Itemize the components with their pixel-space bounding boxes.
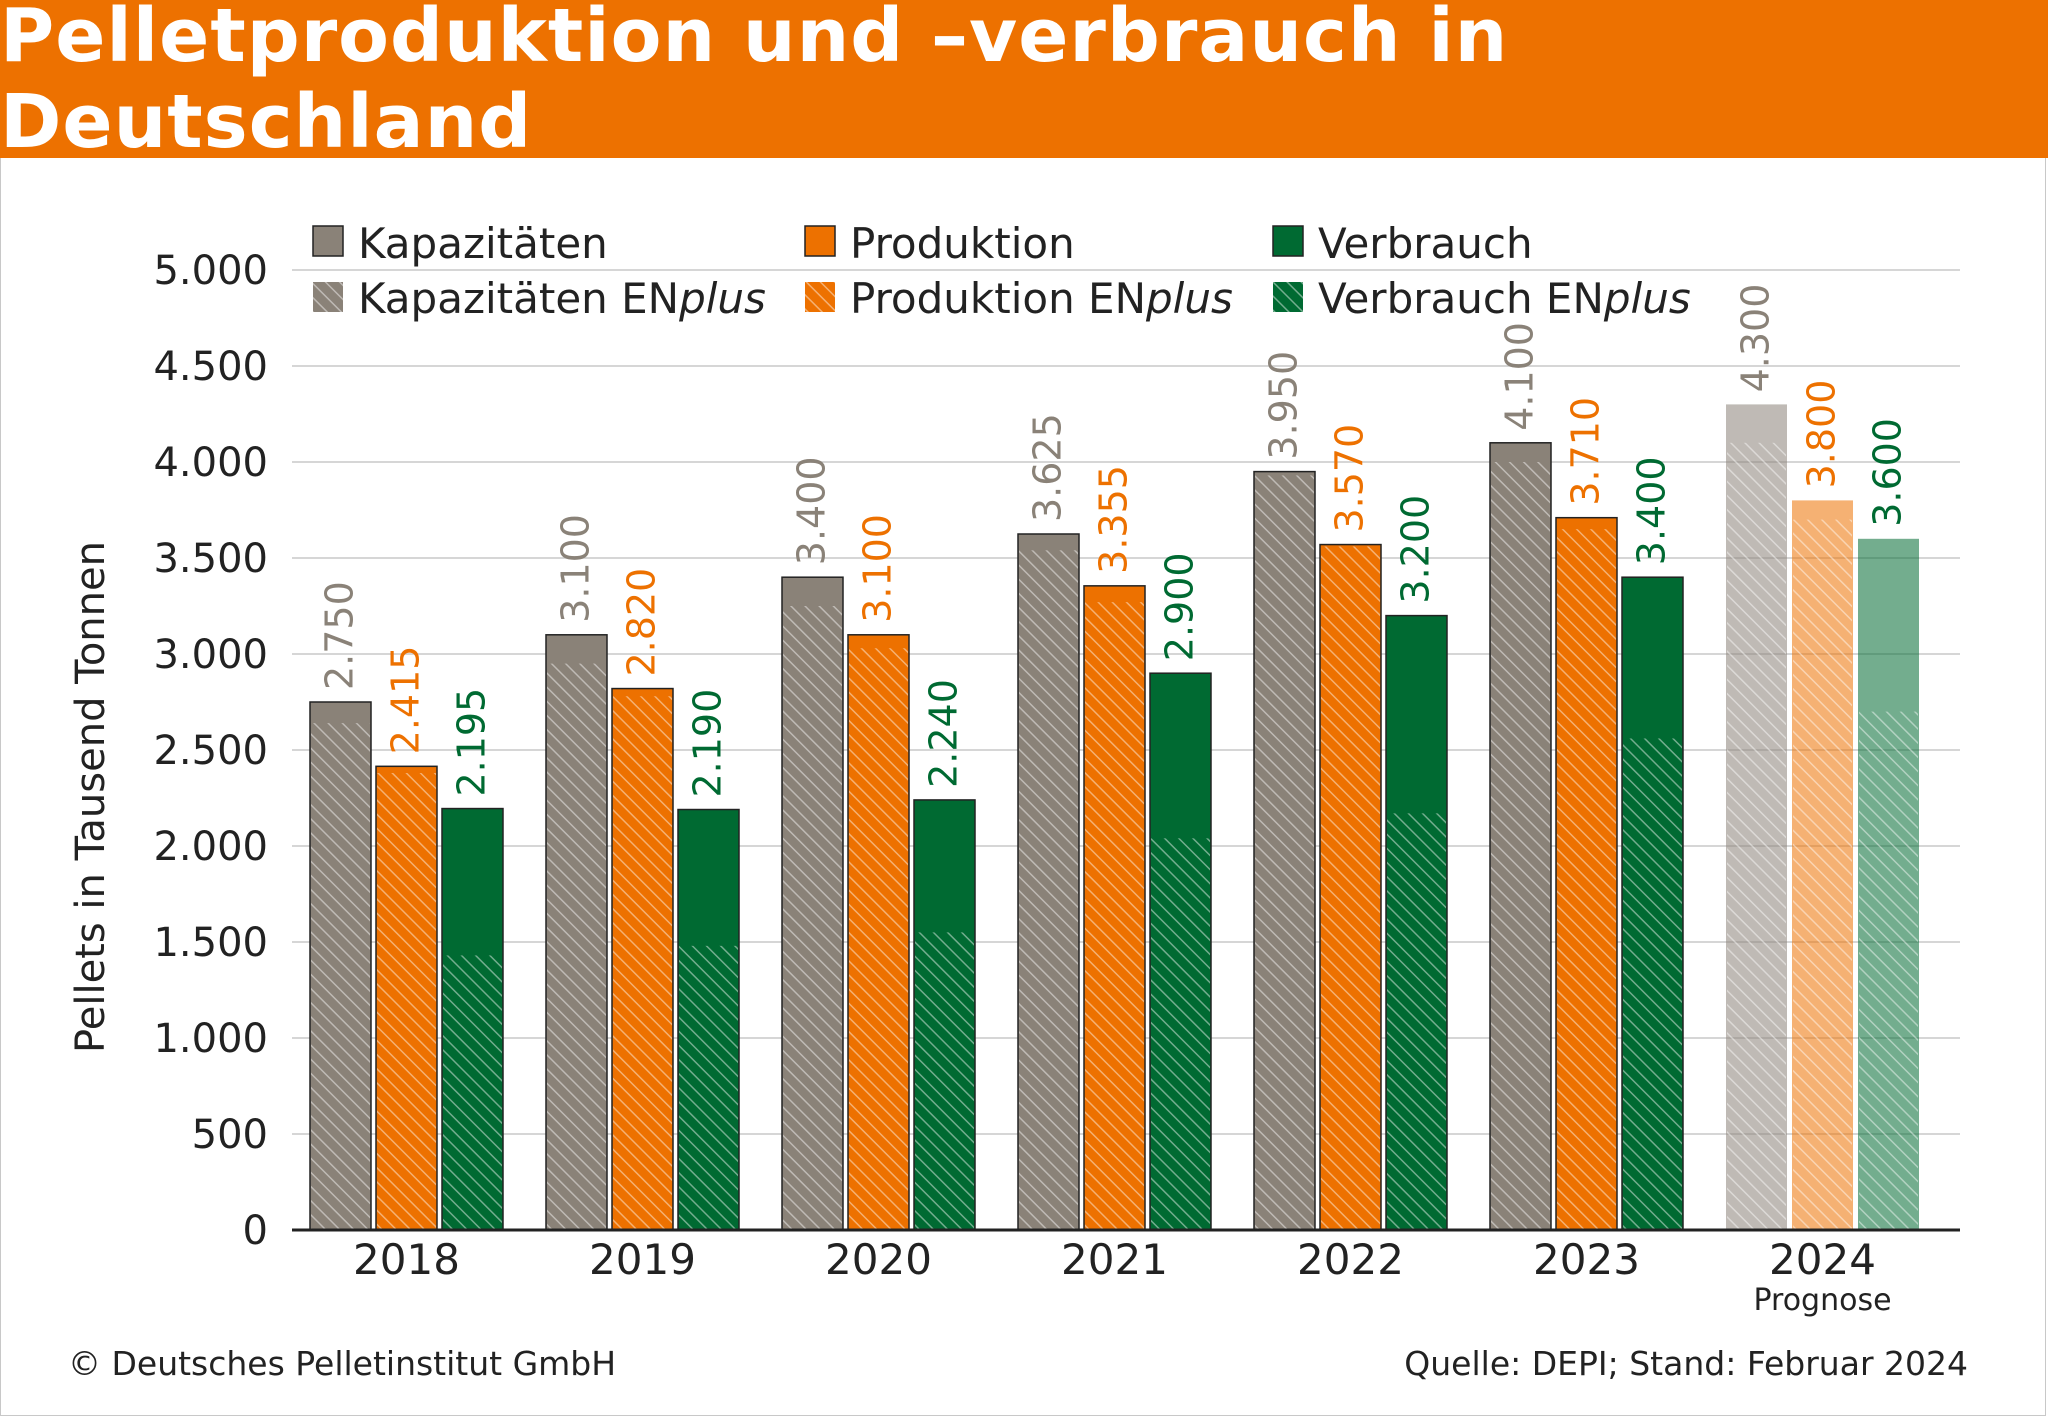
legend-swatch-hatch (313, 282, 343, 312)
bar-enplus-verbrauch-2019 (679, 945, 738, 1230)
y-tick-label: 500 (192, 1112, 268, 1158)
bar-enplus-kapazitäten-2018 (311, 723, 370, 1230)
y-tick-label: 1.500 (153, 920, 268, 966)
data-label: 2.820 (620, 568, 664, 677)
bar-enplus-produktion-2020 (849, 648, 908, 1230)
y-tick-label: 3.000 (153, 632, 268, 678)
bar-enplus-verbrauch-2024 (1859, 711, 1918, 1230)
legend-label: Kapazitäten (358, 219, 608, 268)
data-label: 2.195 (450, 688, 494, 797)
y-axis-label: Pellets in Tausend Tonnen (68, 541, 114, 1053)
bar-enplus-kapazitäten-2024 (1727, 442, 1786, 1230)
x-tick-label: 2018 (353, 1235, 460, 1284)
bar-enplus-verbrauch-2021 (1151, 838, 1210, 1230)
data-label: 3.800 (1800, 380, 1844, 489)
legend-swatch-hatch (805, 282, 835, 312)
bar-enplus-produktion-2023 (1557, 529, 1616, 1230)
legend-swatch-hatch (1273, 282, 1303, 312)
data-label: 2.415 (384, 646, 428, 755)
bar-enplus-verbrauch-2018 (443, 955, 502, 1230)
copyright-text: © Deutsches Pelletinstitut GmbH (68, 1344, 617, 1383)
data-label: 3.950 (1262, 351, 1306, 460)
bar-enplus-produktion-2022 (1321, 546, 1380, 1230)
legend-swatch-verbrauch (1272, 225, 1304, 257)
chart-title: Pelletproduktion und –verbrauch in Deuts… (0, 0, 1509, 165)
bars (292, 404, 1960, 1232)
data-label: 3.625 (1026, 413, 1070, 522)
y-tick-label: 2.500 (153, 728, 268, 774)
y-tick-label: 4.000 (153, 440, 268, 486)
bar-enplus-produktion-2018 (377, 773, 436, 1230)
legend: Kapazitäten Kapazitäten ENplus Produktion P… (312, 219, 1691, 323)
bar-enplus-kapazitäten-2020 (783, 606, 842, 1230)
bar-enplus-produktion-2019 (613, 696, 672, 1230)
data-label: 3.710 (1564, 397, 1608, 506)
data-label: 3.400 (790, 456, 834, 565)
data-label: 2.190 (686, 689, 730, 798)
x-tick-sublabel: Prognose (1753, 1283, 1891, 1318)
legend-label: Verbrauch (1318, 219, 1533, 268)
legend-label: Produktion (850, 219, 1075, 268)
bar-enplus-kapazitäten-2023 (1491, 462, 1550, 1230)
data-label: 4.100 (1498, 322, 1542, 431)
data-label: 3.100 (554, 514, 598, 623)
x-tick-label: 2023 (1533, 1235, 1640, 1284)
x-tick-label: 2021 (1061, 1235, 1168, 1284)
x-tick-label: 2024 (1769, 1235, 1876, 1284)
data-label: 3.355 (1092, 465, 1136, 574)
y-tick-label: 2.000 (153, 824, 268, 870)
bar-enplus-produktion-2024 (1793, 519, 1852, 1230)
x-tick-label: 2020 (825, 1235, 932, 1284)
legend-label-enplus: Kapazitäten ENplus (358, 274, 766, 323)
bar-enplus-verbrauch-2022 (1387, 813, 1446, 1230)
header-bar: Pelletproduktion und –verbrauch in Deuts… (0, 0, 2048, 165)
data-label: 3.100 (856, 514, 900, 623)
bar-enplus-kapazitäten-2021 (1019, 550, 1078, 1230)
bar-enplus-kapazitäten-2022 (1255, 475, 1314, 1230)
y-tick-label: 0 (243, 1208, 268, 1254)
y-tick-label: 3.500 (153, 536, 268, 582)
legend-swatch-produktion (804, 225, 836, 257)
bar-enplus-verbrauch-2023 (1623, 738, 1682, 1230)
data-label: 2.240 (922, 679, 966, 788)
y-tick-label: 5.000 (153, 248, 268, 294)
x-tick-label: 2019 (589, 1235, 696, 1284)
data-label: 3.400 (1630, 456, 1674, 565)
bar-value-labels: 2.750 2.415 2.195 3.100 2.820 2.190 3.400 3.100… (318, 284, 1910, 798)
y-tick-labels: 0 500 1.000 1.500 2.000 2.500 3.000 3.500 4.000 4… (153, 248, 268, 1254)
legend-label-enplus: Produktion ENplus (850, 274, 1233, 323)
y-tick-label: 1.000 (153, 1016, 268, 1062)
x-tick-label: 2022 (1297, 1235, 1404, 1284)
bar-enplus-produktion-2021 (1085, 602, 1144, 1230)
data-label: 4.300 (1734, 284, 1778, 393)
source-text: Quelle: DEPI; Stand: Februar 2024 (1404, 1344, 1968, 1383)
data-label: 2.900 (1158, 552, 1202, 661)
data-label: 3.600 (1866, 418, 1910, 527)
bar-enplus-verbrauch-2020 (915, 932, 974, 1230)
data-label: 3.200 (1394, 495, 1438, 604)
legend-label-enplus: Verbrauch ENplus (1318, 274, 1691, 323)
data-label: 3.570 (1328, 424, 1372, 533)
bar-enplus-kapazitäten-2019 (547, 663, 606, 1230)
data-label: 2.750 (318, 581, 362, 690)
legend-swatch-kapazitäten (312, 225, 344, 257)
y-tick-label: 4.500 (153, 344, 268, 390)
